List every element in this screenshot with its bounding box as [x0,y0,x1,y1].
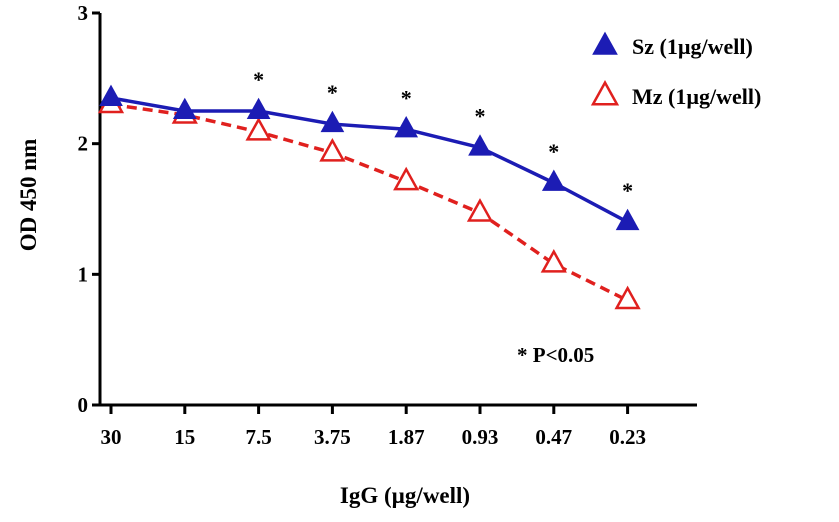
series-mz [97,89,641,310]
y-tick-label: 1 [78,262,89,286]
data-point [172,97,197,120]
y-tick-label: 3 [78,1,89,25]
x-tick-label: 3.75 [314,425,351,449]
x-tick-label: 0.23 [609,425,646,449]
x-axis: 30 15 7.5 3.75 1.87 0.93 0.47 0.23 [98,403,697,449]
y-axis: 0 1 2 3 [78,1,102,417]
significance-marks: * * * * * * [253,67,633,203]
x-tick-label: 1.87 [388,425,425,449]
legend-label: Mz (1µg/well) [632,84,761,109]
data-point [615,208,640,231]
data-point [319,137,346,162]
data-point [541,169,566,191]
series-layer [97,84,641,310]
data-point [466,198,494,222]
data-point [468,134,492,156]
significance-asterisk: * [327,80,338,105]
series-line [110,102,629,303]
p-value-note: * P<0.05 [517,343,594,367]
significance-asterisk: * [253,67,264,92]
data-point [393,166,420,191]
x-tick-label: 30 [101,425,122,449]
x-tick-label: 0.93 [462,425,499,449]
legend-marker [592,31,618,55]
x-tick-label: 0.47 [535,425,572,449]
legend-label: Sz (1µg/well) [632,34,753,59]
x-tick-label: 15 [174,425,195,449]
significance-asterisk: * [401,85,412,110]
legend: Sz (1µg/well) Mz (1µg/well) [590,31,761,109]
data-point [540,249,567,273]
data-point [99,84,123,106]
x-tick-label: 7.5 [245,425,271,449]
data-point [320,110,345,133]
x-axis-title: IgG (µg/well) [340,483,470,508]
series-line [110,96,629,224]
data-point [614,285,641,310]
data-point [394,115,419,138]
significance-asterisk: * [475,104,486,129]
series-sz [99,84,640,231]
y-axis-title: OD 450 nm [16,139,41,251]
significance-asterisk: * [622,178,633,203]
legend-marker [590,80,620,106]
y-tick-label: 0 [78,393,89,417]
y-tick-label: 2 [78,132,89,156]
significance-asterisk: * [548,139,559,164]
data-point [245,117,272,141]
data-point [246,97,271,120]
